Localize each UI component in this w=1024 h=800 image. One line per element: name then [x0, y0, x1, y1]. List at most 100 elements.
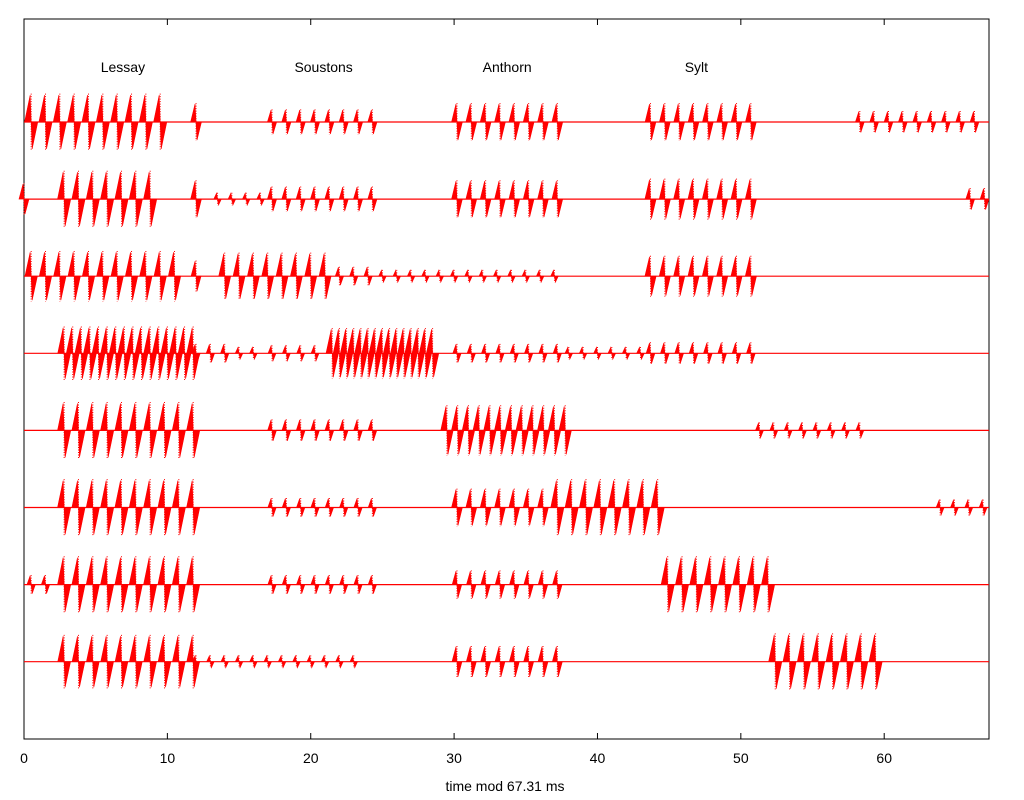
- x-tick-label: 60: [876, 750, 892, 766]
- pulse-burst: [318, 253, 332, 299]
- pulse-burst: [941, 111, 951, 133]
- pulse-burst: [267, 498, 277, 517]
- pulse-burst: [480, 571, 491, 599]
- pulse-burst: [869, 111, 879, 133]
- pulse-burst: [703, 342, 713, 364]
- pulse-burst: [324, 419, 335, 441]
- pulse-burst: [746, 342, 756, 364]
- pulse-burst: [551, 103, 564, 141]
- pulse-burst: [281, 575, 291, 594]
- pulse-burst: [205, 344, 216, 363]
- pulse-burst: [172, 636, 186, 688]
- x-axis-title: time mod 67.31 ms: [445, 778, 564, 794]
- pulse-burst: [494, 571, 506, 599]
- pulse-burst: [537, 103, 549, 141]
- pulse-burst: [578, 346, 588, 361]
- pulse-burst: [335, 654, 344, 669]
- pulse-burst: [363, 267, 373, 286]
- trace-row: [24, 93, 989, 151]
- pulse-burst: [310, 575, 320, 594]
- pulse-burst: [955, 111, 965, 133]
- pulse-burst: [157, 636, 172, 688]
- pulse-burst: [249, 346, 258, 361]
- pulse-burst: [306, 654, 316, 669]
- pulse-burst: [478, 269, 488, 284]
- pulse-burst: [324, 498, 334, 517]
- plot-frame: [23, 18, 990, 740]
- pulse-burst: [334, 267, 345, 286]
- trace-row: [24, 556, 989, 613]
- pulse-burst: [263, 654, 272, 669]
- pulse-burst: [378, 269, 387, 284]
- pulse-burst: [296, 498, 306, 517]
- x-tick-label: 50: [733, 750, 749, 766]
- pulse-burst: [234, 654, 244, 669]
- pulse-burst: [494, 181, 506, 218]
- pulse-burst: [292, 654, 301, 669]
- pulse-burst: [227, 192, 237, 207]
- pulse-burst: [659, 103, 671, 141]
- pulse-burst: [479, 181, 492, 218]
- pulse-burst: [687, 103, 700, 141]
- pulse-burst: [220, 654, 229, 669]
- pulse-burst: [267, 575, 277, 594]
- pulse-burst: [310, 498, 320, 517]
- pulse-burst: [965, 188, 976, 210]
- pulse-burst: [190, 103, 202, 141]
- pulse-burst: [232, 253, 246, 299]
- pulse-burst: [479, 489, 492, 526]
- x-tick-label: 0: [20, 750, 28, 766]
- pulse-burst: [349, 267, 359, 286]
- pulse-burst: [451, 103, 463, 141]
- pulse-burst: [353, 575, 363, 594]
- pulse-burst: [114, 636, 129, 688]
- x-tick-label: 10: [160, 750, 176, 766]
- pulse-burst: [143, 636, 157, 688]
- trace-row: [24, 633, 989, 691]
- pulse-burst: [339, 498, 349, 517]
- pulse-burst: [435, 269, 445, 284]
- pulse-burst: [338, 419, 349, 441]
- pulse-burst: [465, 181, 478, 218]
- station-label: Anthorn: [483, 59, 532, 75]
- pulse-burst: [537, 571, 549, 599]
- pulse-burst: [745, 103, 757, 141]
- pulse-burst: [57, 636, 71, 688]
- pulse-burst: [509, 571, 520, 599]
- pulse-burst: [509, 344, 519, 363]
- pulse-burst: [644, 103, 657, 141]
- pulse-burst: [451, 571, 463, 599]
- pulse-burst: [320, 654, 330, 669]
- pulse-burst: [564, 346, 574, 361]
- trace-row: [24, 326, 989, 381]
- pulse-burst: [593, 346, 602, 361]
- pulse-burst: [452, 344, 462, 363]
- pulse-burst: [855, 111, 865, 133]
- pulse-burst: [969, 111, 980, 133]
- trace-row: [24, 479, 989, 536]
- pulse-burst: [466, 571, 477, 599]
- pulse-burst: [522, 181, 535, 218]
- pulse-burst: [716, 103, 728, 141]
- pulse-burst: [717, 342, 728, 364]
- pulse-burst: [730, 103, 743, 141]
- pulse-burst: [466, 344, 476, 363]
- pulse-burst: [220, 344, 230, 363]
- pulse-burst: [621, 346, 631, 361]
- x-axis-ticks: 0 10 20 30 40 50 60: [20, 19, 892, 766]
- pulse-burst: [290, 253, 303, 299]
- pulse-burst: [481, 344, 491, 363]
- pulse-burst: [71, 636, 86, 688]
- pulse-burst: [26, 575, 36, 594]
- pulse-burst: [535, 269, 545, 284]
- pulse-burst: [674, 342, 684, 364]
- pulse-burst: [537, 181, 549, 218]
- pulse-burst: [421, 269, 430, 284]
- pulse-burst: [129, 636, 143, 688]
- pulse-burst: [367, 419, 378, 441]
- pulse-burst: [607, 346, 617, 361]
- pulse-burst: [537, 489, 549, 526]
- trace-row: [18, 170, 990, 228]
- pulse-burst: [523, 571, 534, 599]
- pulse-burst: [451, 181, 463, 218]
